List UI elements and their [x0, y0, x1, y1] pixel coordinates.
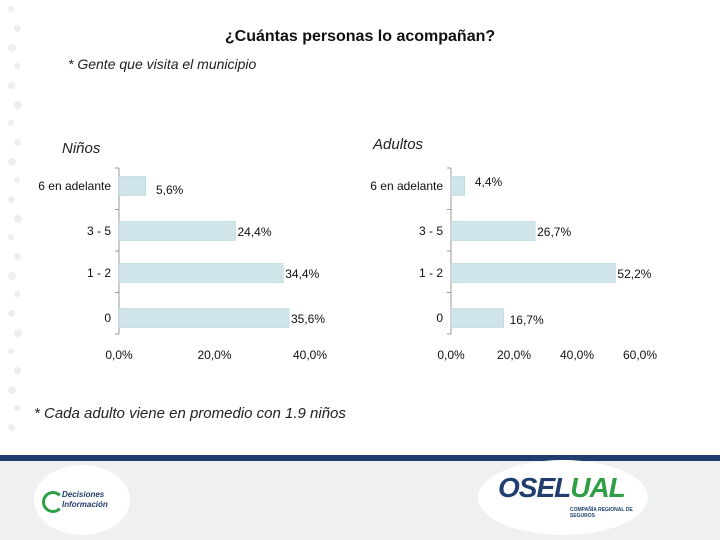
chart-title-ninos: Niños — [62, 140, 101, 157]
decorative-dot — [8, 386, 16, 394]
bar — [450, 221, 536, 241]
decorative-dot — [8, 158, 16, 166]
bar — [118, 308, 290, 328]
category-label: 0 — [104, 311, 111, 325]
bar — [118, 263, 284, 283]
decorative-dot — [8, 424, 15, 431]
decorative-dot — [14, 177, 20, 183]
decorative-dot — [14, 253, 21, 260]
decorative-dot — [14, 139, 21, 146]
data-label: 34,4% — [285, 267, 319, 281]
seleual-logo: OSELUAL COMPAÑÍA REGIONAL DE SEGUROS — [478, 460, 648, 535]
decorative-dot — [8, 348, 14, 354]
logo-left-line2: Información — [62, 500, 108, 509]
logo-right-sub: COMPAÑÍA REGIONAL DE SEGUROS — [570, 507, 633, 519]
data-label: 52,2% — [617, 267, 651, 281]
category-label: 3 - 5 — [87, 224, 111, 238]
category-label: 6 en adelante — [370, 179, 443, 193]
decorative-dot — [8, 310, 15, 317]
category-label: 0 — [436, 311, 443, 325]
decisiones-logo: Decisiones Información — [34, 465, 130, 535]
decorative-dot — [14, 291, 20, 297]
swoosh-icon — [42, 491, 64, 513]
data-label: 24,4% — [238, 225, 272, 239]
bar — [450, 176, 466, 196]
decorative-dot — [8, 234, 14, 240]
footer-bar — [0, 455, 720, 461]
bar-charts: 6 en adelante 5,6% 3 - 5 24,4% 1 - 2 34,4% 0 35… — [38, 167, 657, 362]
logo-right-mark: OSELUAL — [498, 472, 626, 503]
decorative-dot — [8, 6, 14, 12]
data-label: 4,4% — [475, 175, 503, 189]
footer: Decisiones Información OSELUAL COMPAÑÍA … — [0, 455, 720, 540]
decorative-dot — [8, 82, 15, 89]
decorative-dot — [14, 405, 20, 411]
chart-title-adultos: Adultos — [373, 136, 424, 153]
footnote: * Cada adulto viene en promedio con 1.9 … — [34, 405, 346, 422]
x-tick-label: 40,0% — [293, 348, 327, 362]
bar — [118, 176, 146, 196]
decorative-dot — [14, 367, 21, 374]
category-label: 6 en adelante — [38, 179, 111, 193]
x-tick-label: 40,0% — [560, 348, 594, 362]
category-label: 3 - 5 — [419, 224, 443, 238]
category-label: 1 - 2 — [87, 266, 111, 280]
decorative-dot — [14, 215, 22, 223]
data-label: 16,7% — [510, 313, 544, 327]
page-title: ¿Cuántas personas lo acompañan? — [224, 28, 496, 45]
data-label: 5,6% — [156, 183, 184, 197]
decorative-dot — [8, 120, 14, 126]
bar — [450, 308, 504, 328]
decorative-dot — [8, 44, 16, 52]
decorative-dot-column — [0, 0, 24, 460]
decorative-dot — [14, 329, 22, 337]
decorative-dot — [14, 25, 21, 32]
x-tick-label: 20,0% — [197, 348, 231, 362]
bar — [450, 263, 616, 283]
x-tick-label: 0,0% — [437, 348, 465, 362]
x-tick-label: 20,0% — [497, 348, 531, 362]
page-subtitle: * Gente que visita el municipio — [68, 56, 257, 72]
decorative-dot — [14, 101, 22, 109]
decorative-dot — [8, 272, 16, 280]
x-tick-label: 60,0% — [623, 348, 657, 362]
decorative-dot — [14, 63, 20, 69]
category-label: 1 - 2 — [419, 266, 443, 280]
bar — [118, 221, 236, 241]
x-tick-label: 0,0% — [105, 348, 133, 362]
data-label: 26,7% — [537, 225, 571, 239]
decorative-dot — [8, 196, 15, 203]
data-label: 35,6% — [291, 312, 325, 326]
logo-left-line1: Decisiones — [62, 490, 105, 499]
